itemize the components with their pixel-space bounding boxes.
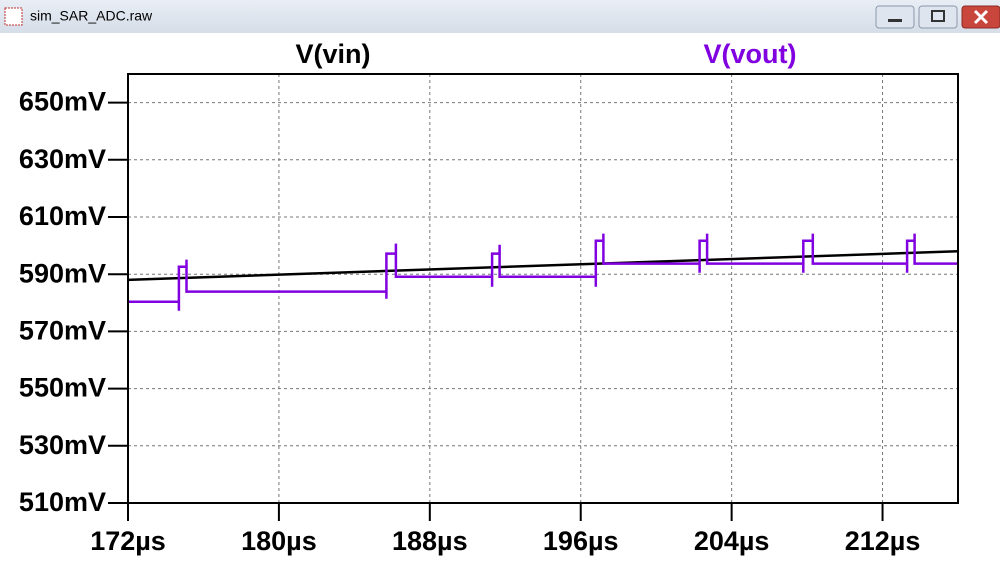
y-tick-label: 610mV: [19, 201, 106, 231]
y-tick-label: 650mV: [19, 87, 106, 117]
plot: 510mV 530mV 550mV 570mV 590mV 610mV 630mV 650mV…: [19, 74, 959, 556]
y-tick-label: 590mV: [19, 258, 106, 288]
minimize-button[interactable]: [875, 5, 915, 29]
y-tick-label: 570mV: [19, 316, 106, 346]
y-tick-label: 550mV: [19, 373, 106, 403]
x-tick-label: 212µs: [845, 526, 921, 556]
x-tick-label: 172µs: [90, 526, 166, 556]
x-tick-label: 188µs: [392, 526, 468, 556]
window-icon: [4, 7, 23, 26]
y-tick-label: 530mV: [19, 430, 106, 460]
series-line: [128, 233, 958, 311]
window-title: sim_SAR_ADC.raw: [30, 8, 153, 24]
title-bar: [0, 0, 1000, 33]
restore-button[interactable]: [918, 5, 958, 29]
legend-label: V(vout): [704, 39, 797, 69]
close-button[interactable]: [961, 5, 1000, 29]
x-tick-label: 180µs: [241, 526, 317, 556]
legend-label: V(vin): [295, 39, 370, 69]
plot-frame: [127, 73, 959, 504]
y-tick-label: 630mV: [19, 144, 106, 174]
y-tick-label: 510mV: [19, 487, 106, 517]
plot-pane: [0, 33, 1000, 562]
x-tick-label: 204µs: [694, 526, 770, 556]
x-tick-label: 196µs: [543, 526, 619, 556]
series-line: [127, 250, 959, 282]
